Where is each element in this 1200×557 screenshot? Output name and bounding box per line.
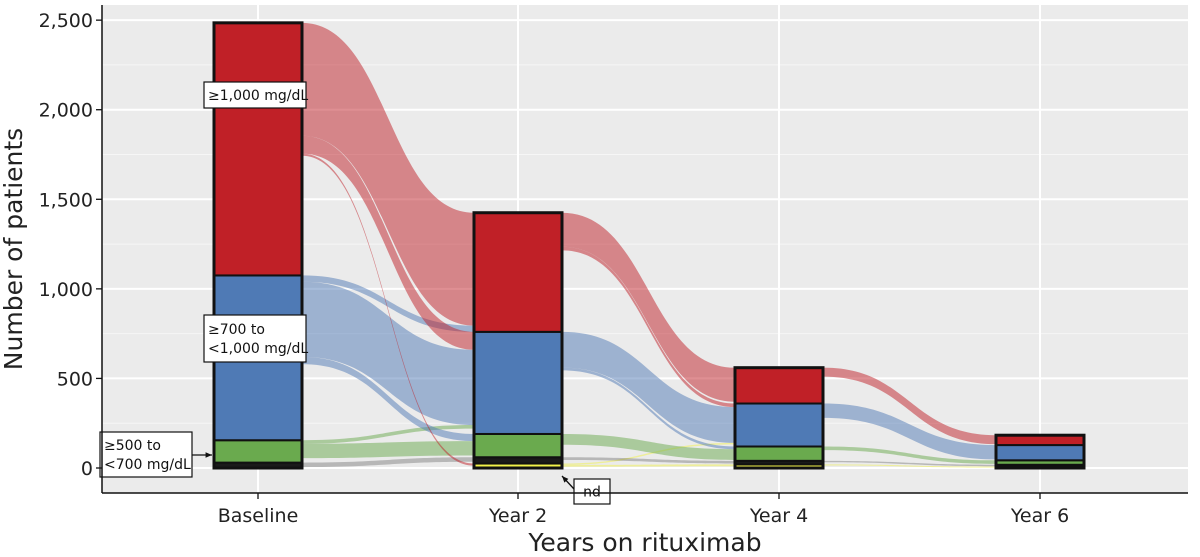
bar-segment	[473, 211, 563, 333]
y-tick-label: 500	[57, 368, 93, 390]
annotation-arrowhead	[562, 476, 569, 483]
annotation-text: <700 mg/dL	[104, 457, 191, 473]
flow-ribbon	[823, 464, 996, 468]
x-tick-label: Baseline	[218, 505, 299, 527]
flow-ribbon	[562, 212, 735, 402]
flow-ribbon	[302, 281, 474, 426]
y-tick-label: 2,000	[39, 100, 93, 122]
y-tick-label: 0	[81, 458, 93, 480]
bar-segment	[473, 432, 563, 459]
x-tick-label: Year 4	[749, 505, 808, 527]
flow-ribbon	[562, 464, 735, 467]
bar-outline	[994, 433, 1086, 470]
bar-segment	[734, 445, 824, 462]
x-tick-label: Year 2	[488, 505, 547, 527]
annotation-box	[203, 81, 307, 109]
annotation-text: <1,000 mg/dL	[208, 341, 308, 357]
annotation-label: ≥500 to <700 mg/dL	[99, 431, 212, 478]
bar-segment	[213, 21, 303, 277]
bar-segment	[734, 366, 824, 405]
flow-ribbon	[562, 433, 735, 460]
y-tick-label: 1,500	[39, 189, 93, 211]
annotation-box	[573, 478, 611, 505]
flow-ribbon	[823, 460, 996, 467]
annotation-text: ≥1,000 mg/dL	[208, 88, 308, 104]
bar-outline	[472, 211, 564, 470]
flow-ribbon	[302, 22, 474, 326]
y-tick-label: 1,000	[39, 279, 93, 301]
flow-ribbon	[562, 246, 735, 408]
annotation-text: ≥700 to	[208, 322, 265, 338]
flow-ribbon	[302, 135, 474, 350]
flow-ribbon	[302, 275, 474, 332]
annotation-arrowhead	[205, 452, 212, 458]
annotation-label: nd	[561, 475, 611, 505]
flow-ribbon	[562, 457, 735, 464]
annotation-label: ≥700 to <1,000 mg/dL	[203, 314, 308, 363]
flow-ribbon	[823, 403, 996, 460]
bar-segment	[734, 402, 824, 448]
bar-segment	[995, 444, 1085, 462]
bar-outline	[733, 366, 825, 470]
bar-outline	[212, 21, 304, 470]
y-tick-label: 2,500	[39, 10, 93, 32]
x-tick-label: Year 6	[1010, 505, 1069, 527]
flow-ribbon	[823, 446, 996, 464]
annotation-box	[203, 314, 307, 363]
flow-ribbon	[562, 442, 735, 465]
bar-segment	[473, 330, 563, 435]
flow-ribbons	[302, 22, 996, 468]
annotation-box	[99, 431, 193, 478]
bar-segment	[213, 439, 303, 464]
annotation-text: ≥500 to	[104, 438, 161, 454]
flow-ribbon	[302, 153, 474, 466]
flow-ribbon	[302, 457, 474, 468]
annotations: ≥1,000 mg/dL ≥700 to <1,000 mg/dL ≥500 to <7…	[99, 81, 611, 505]
axes: 0 500 1,000 1,500 2,000 2,500 Baseline Year 2 Ye…	[39, 5, 1188, 527]
annotation-label: ≥1,000 mg/dL	[203, 81, 308, 109]
flow-ribbon	[562, 331, 735, 443]
flow-ribbon	[302, 441, 474, 459]
flow-ribbon	[562, 367, 735, 450]
y-axis-title: Number of patients	[0, 128, 28, 370]
flow-ribbon	[823, 367, 996, 445]
flow-ribbon	[302, 356, 474, 442]
x-axis-title: Years on rituximab	[527, 528, 761, 557]
